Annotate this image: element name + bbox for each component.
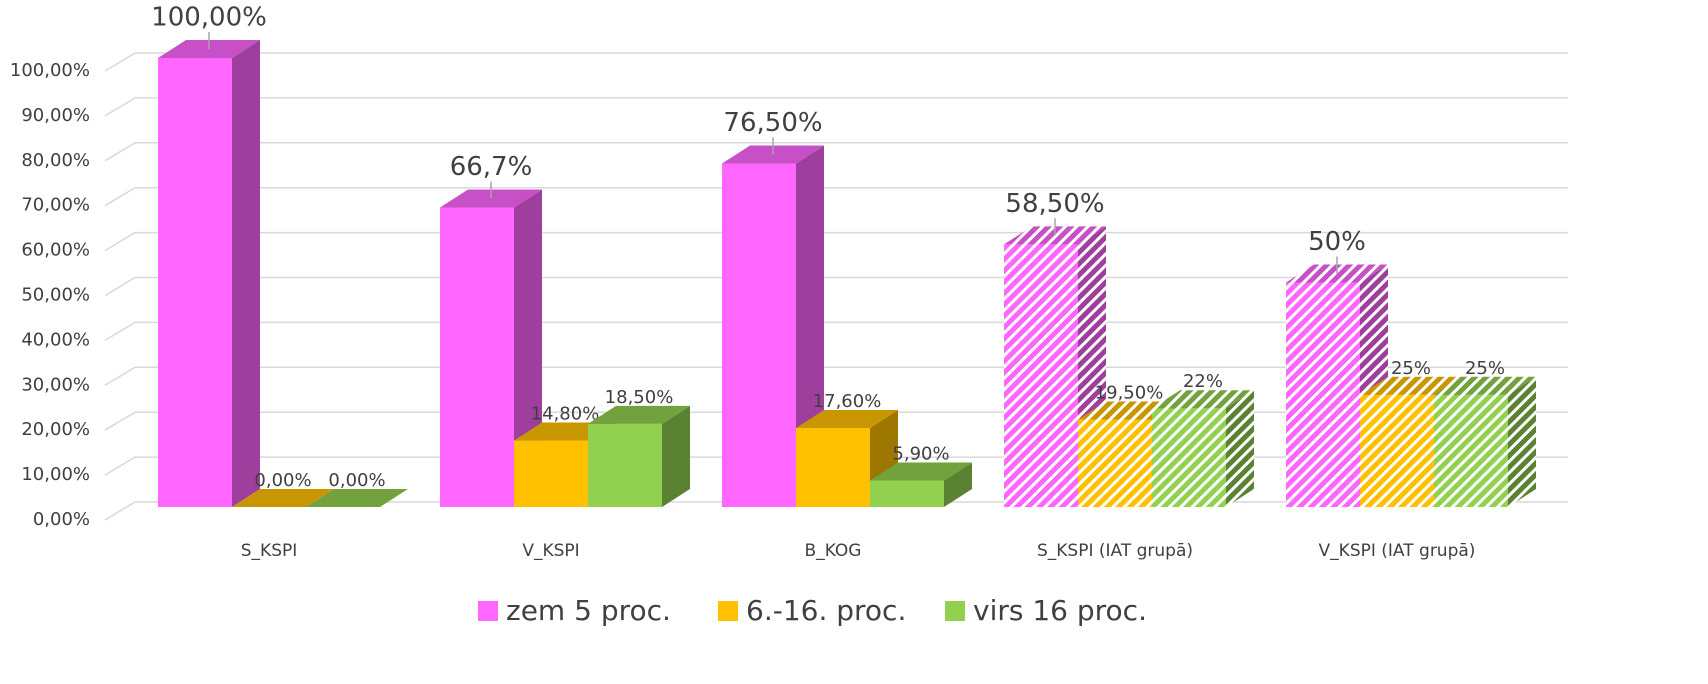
legend-label: virs 16 proc.: [973, 594, 1147, 627]
value-label: 66,7%: [450, 152, 533, 182]
value-label: 14,80%: [531, 404, 600, 425]
grid-line: [104, 142, 1568, 162]
legend-swatch: [718, 601, 738, 621]
value-label: 25%: [1391, 358, 1431, 379]
bar-front: [588, 423, 662, 507]
value-label: 58,50%: [1005, 189, 1104, 219]
bar-top: [796, 409, 898, 428]
bar-top: [232, 489, 334, 507]
grid-line: [104, 97, 1568, 117]
y-tick-label: 0,00%: [33, 509, 90, 530]
bar-top: [870, 462, 972, 481]
legend-label: zem 5 proc.: [506, 594, 671, 627]
value-label: 22%: [1183, 371, 1223, 392]
bar-front: [1078, 419, 1152, 507]
grid-line: [104, 186, 1568, 207]
value-label: 0,00%: [254, 470, 311, 491]
x-tick-label: V_KSPI (IAT grupā): [1319, 541, 1476, 561]
value-label: 19,50%: [1095, 382, 1164, 403]
y-tick-label: 20,00%: [21, 419, 90, 440]
bar-side: [1508, 376, 1536, 507]
value-label: 76,50%: [723, 108, 822, 138]
bar-top: [1434, 376, 1536, 395]
y-tick-label: 50,00%: [21, 285, 90, 306]
bar-front: [796, 427, 870, 507]
bar-top: [306, 489, 408, 507]
y-tick-label: 80,00%: [21, 150, 90, 171]
bar-front: [722, 163, 796, 507]
bar-front: [1360, 394, 1434, 507]
value-label: 5,90%: [892, 444, 949, 465]
bar-side: [1226, 390, 1254, 507]
bar-front: [158, 58, 232, 507]
bar-top: [588, 405, 690, 424]
value-label: 25%: [1465, 358, 1505, 379]
value-label: 100,00%: [151, 3, 267, 33]
bar-front: [1004, 244, 1078, 507]
value-label: 18,50%: [605, 387, 674, 408]
x-tick-label: S_KSPI: [241, 541, 298, 561]
value-label: 17,60%: [813, 391, 882, 412]
bar-front: [1286, 282, 1360, 507]
value-label: 50%: [1308, 227, 1366, 257]
bar-front: [870, 480, 944, 507]
bar-top: [1152, 390, 1254, 409]
bar-front: [1152, 408, 1226, 507]
y-tick-label: 40,00%: [21, 329, 90, 350]
bar-front: [440, 207, 514, 507]
y-tick-label: 30,00%: [21, 374, 90, 395]
bar-top: [1360, 376, 1462, 395]
bar-side: [232, 40, 260, 507]
x-tick-label: B_KOG: [805, 541, 862, 561]
legend-label: 6.-16. proc.: [746, 594, 906, 627]
y-tick-label: 10,00%: [21, 464, 90, 485]
y-tick-label: 70,00%: [21, 195, 90, 216]
bar-front: [1434, 394, 1508, 507]
bar-side: [944, 462, 972, 507]
legend-swatch: [478, 601, 498, 621]
y-tick-label: 60,00%: [21, 240, 90, 261]
y-tick-label: 90,00%: [21, 105, 90, 126]
value-label: 0,00%: [328, 470, 385, 491]
x-tick-label: V_KSPI: [522, 541, 579, 561]
bar-front: [514, 440, 588, 507]
grid-line: [104, 52, 1568, 72]
bar-side: [662, 405, 690, 507]
legend-swatch: [945, 601, 965, 621]
x-tick-label: S_KSPI (IAT grupā): [1037, 541, 1193, 561]
y-tick-label: 100,00%: [10, 60, 90, 81]
